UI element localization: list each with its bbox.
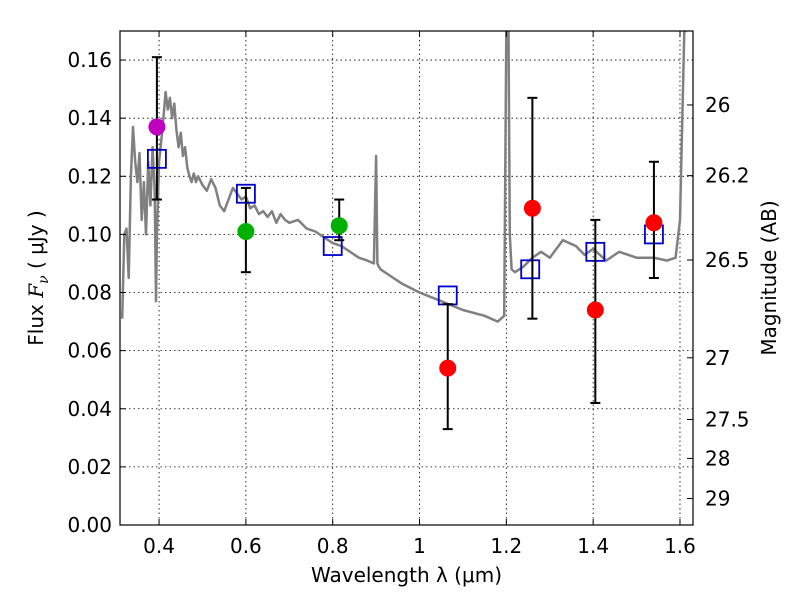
right-axis-label: Magnitude (AB) xyxy=(757,200,781,355)
y-tick-label: 0.10 xyxy=(67,222,112,246)
right-tick-label: 26.2 xyxy=(705,164,750,188)
x-tick-label: 0.4 xyxy=(143,534,175,558)
y-tick-label: 0.00 xyxy=(67,513,112,537)
right-tick-label: 29 xyxy=(705,486,730,510)
x-tick-label: 1.2 xyxy=(490,534,522,558)
right-tick-label: 27.5 xyxy=(705,407,750,431)
observed-point xyxy=(148,118,166,136)
y-tick-label: 0.12 xyxy=(67,164,112,188)
grid-layer xyxy=(120,31,693,526)
y-tick-label: 0.08 xyxy=(67,281,112,305)
observed-point xyxy=(523,199,541,217)
y-tick-label: 0.14 xyxy=(67,106,112,130)
observed-point xyxy=(439,359,457,377)
sed-line xyxy=(120,31,687,323)
y-axis-label: Flux Fν ( μJy ) xyxy=(24,210,52,345)
x-axis-label: Wavelength λ (μm) xyxy=(311,563,502,587)
observed-point xyxy=(237,223,255,241)
right-tick-label: 28 xyxy=(705,446,730,470)
observed-point xyxy=(330,217,348,235)
y-tick-label: 0.04 xyxy=(67,397,112,421)
y-axis-label-symbol: F xyxy=(24,283,48,299)
y-tick-label: 0.02 xyxy=(67,455,112,479)
x-tick-label: 1.4 xyxy=(577,534,609,558)
x-tick-label: 1 xyxy=(413,534,426,558)
sed-layer xyxy=(120,31,687,323)
right-tick-label: 27 xyxy=(705,346,730,370)
y-axis-label-unit: ( μJy ) xyxy=(24,210,48,275)
right-tick-label: 26.5 xyxy=(705,248,750,272)
right-tick-label: 26 xyxy=(705,93,730,117)
x-tick-label: 1.6 xyxy=(664,534,696,558)
ticks-layer: 0.4 0.6 0.8 1 1.2 1.4 1.6 0.00 0.02 0.04 0.06 0.08 0… xyxy=(67,31,750,558)
y-axis-label-subscript: ν xyxy=(36,275,52,284)
y-tick-label: 0.16 xyxy=(67,48,112,72)
marks-layer xyxy=(146,56,664,431)
plot-frame xyxy=(119,30,694,526)
observed-point xyxy=(645,214,663,232)
x-tick-label: 0.8 xyxy=(317,534,349,558)
observed-point xyxy=(586,301,604,319)
model-square xyxy=(520,259,541,280)
y-tick-label: 0.06 xyxy=(67,339,112,363)
x-tick-label: 0.6 xyxy=(230,534,262,558)
model-square xyxy=(322,236,343,256)
y-axis-label-prefix: Flux xyxy=(24,298,48,346)
